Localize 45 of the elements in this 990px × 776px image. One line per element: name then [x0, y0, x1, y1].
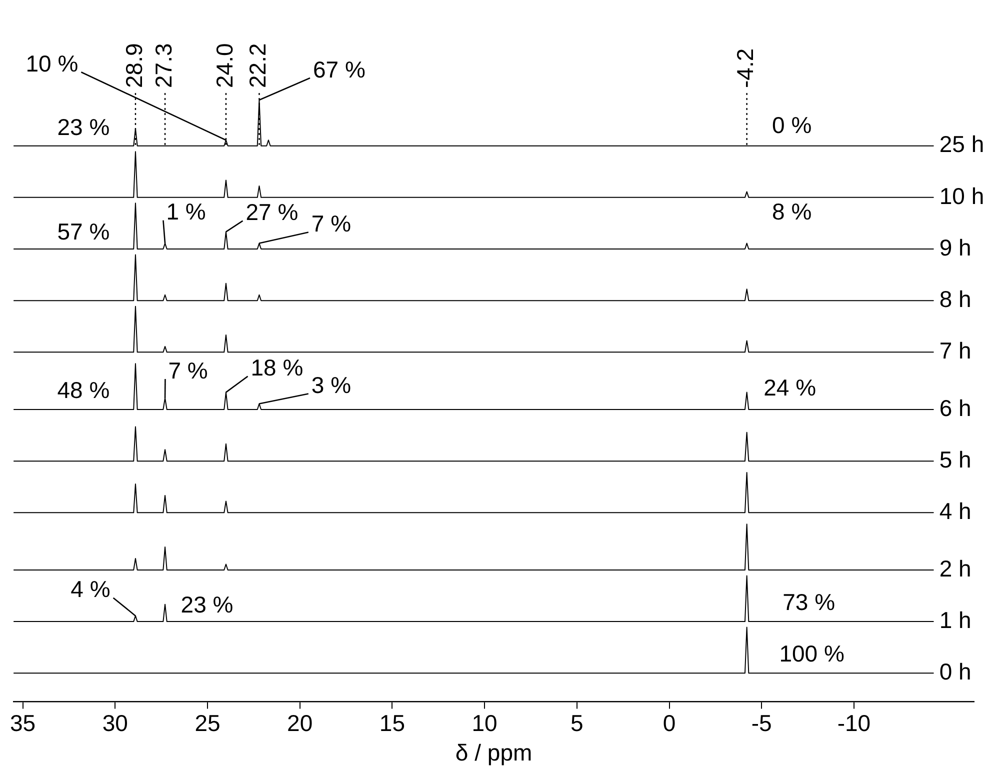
- x-tick-label: 20: [287, 710, 313, 736]
- x-tick-label: 10: [472, 710, 498, 736]
- ref-line-label: 27.3: [150, 43, 176, 88]
- series-label: 1 h: [939, 606, 972, 633]
- series-label: 4 h: [939, 498, 972, 524]
- annotation: 0 %: [772, 112, 812, 138]
- annotation: 23 %: [57, 114, 110, 140]
- annotation: 8 %: [772, 198, 812, 225]
- x-tick-label: 15: [379, 710, 405, 736]
- series-label: 6 h: [939, 394, 972, 421]
- x-tick-label: -10: [837, 710, 871, 736]
- annotation: 3 %: [311, 372, 352, 398]
- annotation: 10 %: [26, 50, 78, 76]
- annotation: 18 %: [250, 354, 304, 381]
- series-label: 10 h: [939, 182, 984, 209]
- series-label: 0 h: [939, 658, 972, 684]
- annotation: 4 %: [70, 576, 110, 602]
- series-label: 8 h: [939, 286, 972, 312]
- series-label: 7 h: [939, 338, 972, 364]
- x-axis-title: δ / ppm: [455, 740, 532, 766]
- series-label: 5 h: [939, 446, 972, 472]
- x-tick-label: 0: [662, 710, 676, 736]
- ref-line-label: 22.2: [244, 43, 271, 88]
- annotation: 100 %: [779, 640, 844, 667]
- ref-line-label: 28.9: [120, 43, 147, 88]
- x-tick-label: 35: [10, 710, 36, 736]
- ref-line-label: 24.0: [211, 43, 238, 88]
- annotation: 27 %: [246, 199, 298, 226]
- series-label: 9 h: [939, 234, 972, 260]
- annotation: 7 %: [311, 210, 352, 237]
- x-tick-label: 30: [102, 710, 128, 736]
- annotation: 1 %: [166, 198, 206, 225]
- annotation: 7 %: [168, 357, 208, 384]
- annotation: 23 %: [180, 592, 234, 618]
- annotation: 73 %: [782, 589, 836, 616]
- series-label: 25 h: [939, 131, 984, 158]
- x-tick-label: -5: [751, 710, 772, 736]
- annotation: 67 %: [313, 56, 366, 82]
- ref-line-label: -4.2: [732, 48, 758, 88]
- annotation: 48 %: [57, 376, 110, 403]
- annotation: 57 %: [57, 218, 110, 245]
- annotation: 24 %: [764, 374, 816, 401]
- series-label: 2 h: [939, 555, 972, 582]
- x-tick-label: 25: [194, 710, 220, 736]
- x-tick-label: 5: [570, 710, 584, 736]
